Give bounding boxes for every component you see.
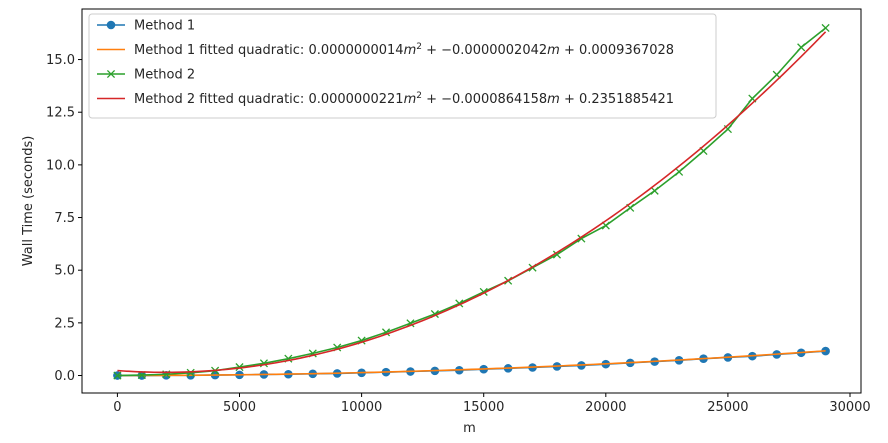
plot-frame: [81, 8, 862, 394]
data-point: [650, 186, 659, 195]
legend-marker: [106, 20, 116, 30]
y-tick-label: 15.0: [46, 53, 75, 68]
y-tick-label: 10.0: [46, 158, 75, 173]
x-axis-label: m: [463, 421, 476, 436]
x-tick-label: 5000: [223, 400, 256, 415]
marker-stroke: [235, 363, 244, 372]
y-axis-label: Wall Time (seconds): [21, 136, 36, 267]
y-tick-label: 7.5: [54, 211, 75, 226]
legend-box: [88, 13, 717, 119]
marker-stroke: [601, 221, 610, 230]
series-line: [117, 350, 826, 377]
marker-stroke: [650, 186, 659, 195]
series-line: [117, 31, 827, 374]
series-line: [117, 350, 826, 377]
legend-entry: Method 1: [97, 19, 195, 34]
marker-stroke: [723, 125, 732, 134]
legend-label: Method 2 fitted quadratic: 0.0000000221m…: [134, 91, 674, 107]
y-tick-label: 12.5: [46, 106, 75, 121]
data-point: [552, 250, 562, 259]
legend-label: Method 1: [134, 19, 195, 34]
y-tick-label: 2.5: [54, 316, 75, 331]
data-point: [821, 23, 830, 33]
marker-stroke: [821, 23, 830, 33]
x-tick-label: 25000: [707, 400, 748, 415]
marker-stroke: [552, 250, 562, 259]
series-4: [117, 31, 827, 374]
legend-label: Method 2: [134, 68, 195, 83]
series-2: [117, 350, 826, 377]
marker-stroke: [748, 94, 757, 103]
x-tick-label: 30000: [829, 400, 870, 415]
x-tick-label: 20000: [585, 400, 626, 415]
data-point: [797, 43, 806, 52]
marker-stroke: [797, 43, 806, 52]
data-point: [675, 167, 684, 176]
marker-stroke: [675, 167, 684, 176]
marker-stroke: [113, 371, 122, 380]
legend-entry: Method 1 fitted quadratic: 0.0000000014m…: [97, 42, 674, 58]
legend-entry: Method 2 fitted quadratic: 0.0000000221m…: [97, 91, 674, 107]
marker-stroke: [626, 203, 635, 212]
data-point: [235, 363, 244, 372]
y-tick-label: 0.0: [54, 369, 75, 384]
marker-stroke: [772, 70, 781, 79]
data-point: [186, 368, 195, 377]
legend-marker: [106, 69, 116, 79]
data-point: [113, 371, 122, 380]
legend-label: Method 1 fitted quadratic: 0.0000000014m…: [134, 42, 674, 58]
x-tick-label: 0: [113, 400, 121, 415]
marker-stroke: [186, 368, 195, 377]
legend-entry: Method 2: [97, 68, 195, 83]
x-tick-label: 15000: [463, 400, 504, 415]
marker-stroke: [699, 146, 708, 156]
y-tick-label: 5.0: [54, 264, 75, 279]
x-tick-label: 10000: [341, 400, 382, 415]
legend: Method 1 Method 1 fitted quadratic: 0.000…: [88, 13, 717, 119]
